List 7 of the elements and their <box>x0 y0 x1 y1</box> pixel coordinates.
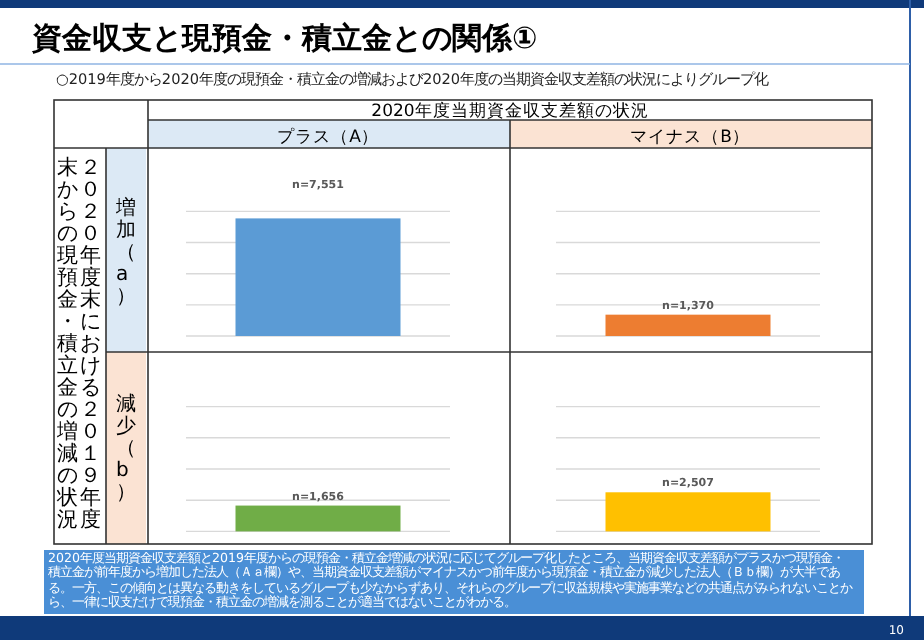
text: 2020年度当期資金収支差額の状況 <box>371 100 649 122</box>
text: 減少（b） <box>116 393 136 503</box>
text: プラス（A） <box>277 126 379 148</box>
text: 資金収支と現預金・積立金との関係① <box>30 20 538 56</box>
text: 増加（a） <box>116 197 136 307</box>
text: ２０２０年度末における２０１９年度末からの現預金・積立金の増減の状況 <box>57 156 102 532</box>
text: マイナス（B） <box>630 128 750 148</box>
